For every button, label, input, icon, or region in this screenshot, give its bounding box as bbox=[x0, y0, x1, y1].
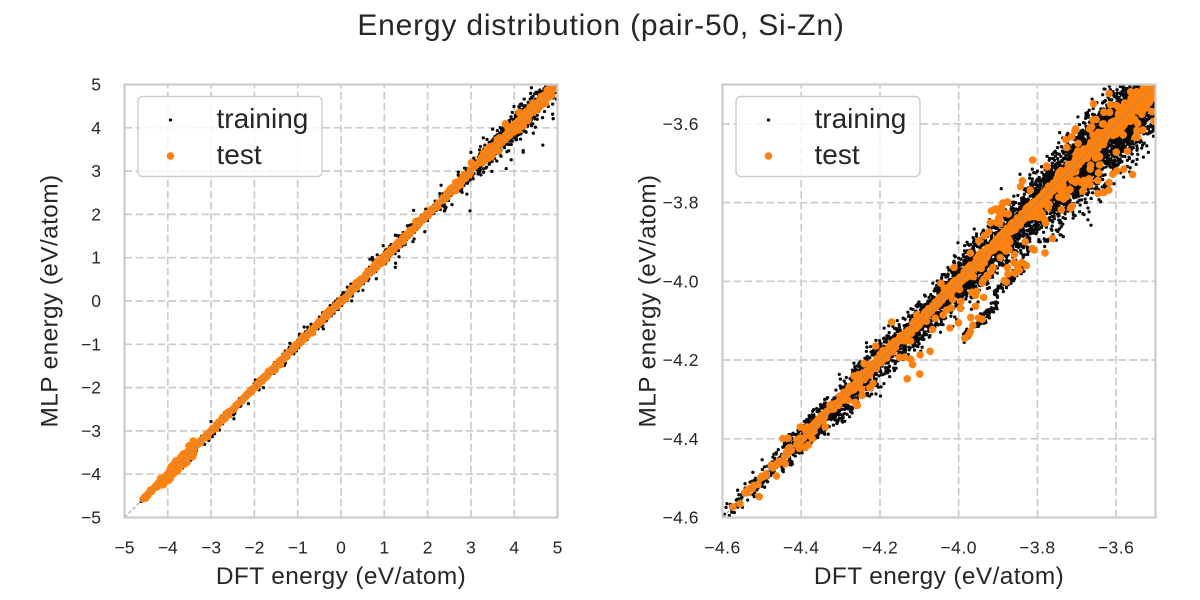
svg-text:1: 1 bbox=[379, 538, 389, 558]
svg-text:−2: −2 bbox=[244, 538, 264, 558]
svg-text:−1: −1 bbox=[81, 334, 101, 354]
svg-text:MLP energy (eV/atom): MLP energy (eV/atom) bbox=[37, 175, 64, 428]
svg-text:training: training bbox=[815, 103, 907, 134]
svg-text:−4.0: −4.0 bbox=[662, 271, 699, 291]
svg-text:Energy distribution (pair-50,: Energy distribution (pair-50, Si-Zn) bbox=[357, 9, 844, 42]
svg-text:−4.6: −4.6 bbox=[662, 508, 699, 528]
svg-text:−3.6: −3.6 bbox=[1098, 538, 1135, 558]
svg-text:−4.0: −4.0 bbox=[940, 538, 977, 558]
svg-text:1: 1 bbox=[91, 248, 101, 268]
svg-text:−3: −3 bbox=[81, 421, 101, 441]
svg-text:−4.2: −4.2 bbox=[662, 350, 699, 370]
svg-text:−3: −3 bbox=[201, 538, 221, 558]
svg-text:3: 3 bbox=[91, 161, 101, 181]
svg-text:5: 5 bbox=[91, 75, 101, 95]
svg-text:−3.6: −3.6 bbox=[662, 114, 699, 134]
svg-text:MLP energy (eV/atom): MLP energy (eV/atom) bbox=[635, 175, 662, 428]
svg-text:training: training bbox=[217, 103, 309, 134]
svg-text:4: 4 bbox=[509, 538, 519, 558]
svg-text:−4.4: −4.4 bbox=[783, 538, 820, 558]
svg-text:4: 4 bbox=[91, 118, 101, 138]
svg-text:DFT energy (eV/atom): DFT energy (eV/atom) bbox=[814, 563, 1064, 590]
svg-text:−4.2: −4.2 bbox=[862, 538, 899, 558]
svg-text:−4: −4 bbox=[158, 538, 178, 558]
svg-text:5: 5 bbox=[553, 538, 563, 558]
svg-text:test: test bbox=[217, 139, 262, 170]
svg-text:−5: −5 bbox=[115, 538, 135, 558]
svg-text:−3.8: −3.8 bbox=[662, 193, 699, 213]
svg-text:−4.6: −4.6 bbox=[704, 538, 741, 558]
svg-text:−2: −2 bbox=[81, 378, 101, 398]
svg-text:0: 0 bbox=[336, 538, 346, 558]
svg-text:0: 0 bbox=[91, 291, 101, 311]
svg-text:−4.4: −4.4 bbox=[662, 429, 699, 449]
svg-text:−5: −5 bbox=[81, 508, 101, 528]
svg-text:2: 2 bbox=[423, 538, 433, 558]
svg-text:3: 3 bbox=[466, 538, 476, 558]
svg-text:−1: −1 bbox=[288, 538, 308, 558]
svg-text:test: test bbox=[815, 139, 860, 170]
svg-text:DFT energy (eV/atom): DFT energy (eV/atom) bbox=[216, 563, 466, 590]
svg-text:2: 2 bbox=[91, 204, 101, 224]
svg-text:−4: −4 bbox=[81, 464, 101, 484]
svg-text:−3.8: −3.8 bbox=[1019, 538, 1056, 558]
